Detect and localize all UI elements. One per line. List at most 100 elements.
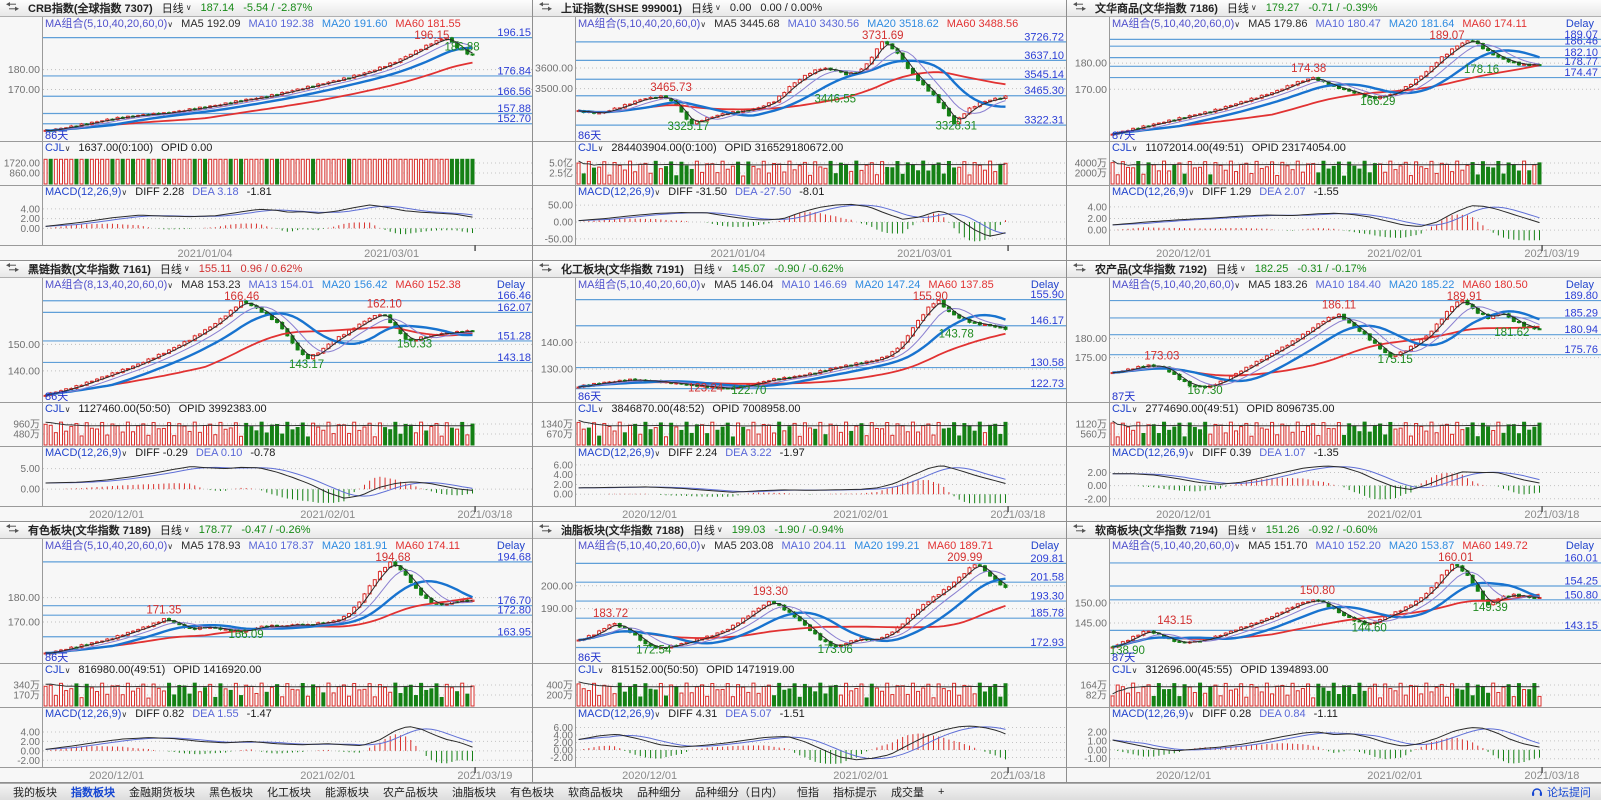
panel-title: CRB指数(全球指数 7307) bbox=[28, 3, 153, 15]
panel-link-icon bbox=[539, 263, 552, 275]
candlestick-chart[interactable]: 180.00 175.00 189.80 185.29 180.94 175.76 189.… bbox=[1067, 278, 1601, 522]
taskbar-tab-16[interactable]: + bbox=[938, 786, 945, 798]
macd-dropdown[interactable]: MACD(12,26,9)∨ bbox=[578, 707, 660, 721]
cjl-dropdown[interactable]: CJL∨ bbox=[45, 141, 70, 155]
taskbar-tab-6[interactable]: 能源板块 bbox=[325, 787, 369, 799]
period-dropdown[interactable]: 日线 ∨ bbox=[693, 522, 723, 538]
period-dropdown[interactable]: 日线 ∨ bbox=[691, 0, 721, 16]
ma-value: MA60 174.11 bbox=[395, 540, 460, 552]
candlestick-chart[interactable]: 180.00 170.00 196.15 176.84 166.56 157.88152.… bbox=[0, 17, 533, 261]
svg-text:173.03: 173.03 bbox=[1144, 351, 1179, 363]
macd-dropdown[interactable]: MACD(12,26,9)∨ bbox=[578, 446, 660, 460]
taskbar-tab-14[interactable]: 指标提示 bbox=[833, 787, 877, 799]
cjl-dropdown[interactable]: CJL∨ bbox=[578, 141, 603, 155]
panel-chart-area: MA组合(5,10,40,20,60,0)∨ MA5 3445.68 MA10 34… bbox=[533, 17, 1067, 261]
ma-combo-dropdown[interactable]: MA组合(5,10,40,20,60,0)∨ bbox=[45, 17, 173, 31]
taskbar-tab-11[interactable]: 品种细分 bbox=[637, 787, 681, 799]
cjl-dropdown[interactable]: CJL∨ bbox=[1112, 141, 1137, 155]
period-dropdown[interactable]: 日线 ∨ bbox=[693, 261, 723, 277]
taskbar-tab-7[interactable]: 农产品板块 bbox=[383, 787, 438, 799]
macd-bar: -0.78 bbox=[250, 447, 276, 459]
taskbar-tab-15[interactable]: 成交量 bbox=[891, 787, 924, 799]
headset-icon bbox=[1531, 785, 1543, 800]
macd-info-row: MACD(12,26,9)∨ DIFF 0.82 DEA 1.55 -1.47 bbox=[45, 707, 529, 721]
macd-dropdown[interactable]: MACD(12,26,9)∨ bbox=[578, 185, 660, 199]
ma-combo-dropdown[interactable]: MA组合(5,10,40,20,60,0)∨ bbox=[578, 278, 706, 292]
period-dropdown[interactable]: 日线 ∨ bbox=[160, 261, 190, 277]
macd-dropdown[interactable]: MACD(12,26,9)∨ bbox=[45, 446, 127, 460]
svg-text:162.10: 162.10 bbox=[367, 298, 402, 310]
cjl-dropdown[interactable]: CJL∨ bbox=[1112, 402, 1137, 416]
svg-text:2.00: 2.00 bbox=[21, 214, 41, 225]
period-dropdown[interactable]: 日线 ∨ bbox=[1227, 522, 1257, 538]
panel-link-icon bbox=[539, 2, 552, 14]
taskbar-tab-8[interactable]: 油脂板块 bbox=[452, 787, 496, 799]
svg-text:175.15: 175.15 bbox=[1378, 354, 1413, 366]
svg-text:-2.00: -2.00 bbox=[17, 756, 40, 767]
cjl-label: CJL bbox=[1112, 664, 1132, 676]
svg-text:2021/02/01: 2021/02/01 bbox=[300, 770, 355, 782]
ma-value: MA20 181.64 bbox=[1388, 18, 1455, 30]
ma-combo-dropdown[interactable]: MA组合(5,10,40,20,60,0)∨ bbox=[45, 539, 173, 553]
cjl-dropdown[interactable]: CJL∨ bbox=[578, 663, 603, 677]
svg-text:2021/03/18: 2021/03/18 bbox=[990, 770, 1045, 782]
taskbar-tab-13[interactable]: 恒指 bbox=[797, 787, 819, 799]
svg-text:193.30: 193.30 bbox=[753, 586, 788, 598]
candlestick-chart[interactable]: 140.00 130.00 155.90 146.17 130.58 122.73 155.… bbox=[533, 278, 1067, 522]
taskbar-tab-4[interactable]: 黑色板块 bbox=[209, 787, 253, 799]
ma-value: MA10 152.20 bbox=[1315, 540, 1381, 552]
period-dropdown[interactable]: 日线 ∨ bbox=[1227, 0, 1257, 16]
cjl-dropdown[interactable]: CJL∨ bbox=[1112, 663, 1137, 677]
taskbar-tab-5[interactable]: 化工板块 bbox=[267, 787, 311, 799]
svg-text:860.00: 860.00 bbox=[9, 169, 40, 180]
ma-value: MA20 156.42 bbox=[321, 279, 388, 291]
forum-ask-button[interactable]: 论坛提问 bbox=[1531, 784, 1595, 800]
panel-chart-area: MA组合(5,10,40,20,60,0)∨ MA5 203.08 MA10 204… bbox=[533, 539, 1067, 783]
macd-dea: DEA 0.84 bbox=[1259, 708, 1306, 720]
taskbar-tab-1[interactable]: 我的板块 bbox=[13, 787, 57, 799]
cjl-dropdown[interactable]: CJL∨ bbox=[578, 402, 603, 416]
svg-text:2020/12/01: 2020/12/01 bbox=[622, 509, 677, 521]
cjl-dropdown[interactable]: CJL∨ bbox=[45, 402, 70, 416]
period-dropdown[interactable]: 日线 ∨ bbox=[1216, 261, 1246, 277]
svg-text:144.60: 144.60 bbox=[1352, 622, 1387, 634]
last-price: 182.25 bbox=[1254, 263, 1289, 275]
candlestick-chart[interactable]: 150.00140.00166.46162.07151.28143.18166.… bbox=[0, 278, 533, 522]
svg-text:2020/12/01: 2020/12/01 bbox=[89, 509, 144, 521]
taskbar-tab-2[interactable]: 指数板块 bbox=[71, 787, 115, 799]
svg-text:166.46: 166.46 bbox=[224, 291, 259, 303]
svg-text:2020/12/01: 2020/12/01 bbox=[622, 770, 677, 782]
cjl-label: CJL bbox=[1112, 403, 1132, 415]
ma-combo-dropdown[interactable]: MA组合(5,10,40,20,60,0)∨ bbox=[578, 539, 706, 553]
svg-text:176.84: 176.84 bbox=[497, 65, 531, 77]
svg-text:160.01: 160.01 bbox=[1564, 552, 1598, 564]
ma-combo-dropdown[interactable]: MA组合(5,10,40,20,60,0)∨ bbox=[578, 17, 706, 31]
candlestick-chart[interactable]: 200.00 190.00 209.81 201.58 193.30 185.78 172.… bbox=[533, 539, 1067, 783]
macd-dropdown[interactable]: MACD(12,26,9)∨ bbox=[1112, 707, 1194, 721]
candlestick-chart[interactable]: 3600.00 3500.00 3726.72 3637.10 3545.14 3465.… bbox=[533, 17, 1067, 261]
chevron-down-icon: ∨ bbox=[183, 525, 190, 534]
taskbar-tab-3[interactable]: 金融期货板块 bbox=[129, 787, 195, 799]
ma-combo-dropdown[interactable]: MA组合(8,13,40,20,60,0)∨ bbox=[45, 278, 173, 292]
ma-combo-dropdown[interactable]: MA组合(5,10,40,20,60,0)∨ bbox=[1112, 17, 1240, 31]
taskbar-tab-10[interactable]: 软商品板块 bbox=[568, 787, 623, 799]
candlestick-chart[interactable]: 150.00145.00160.01154.25150.80143.15160.… bbox=[1067, 539, 1601, 783]
ma-combo-dropdown[interactable]: MA组合(5,10,40,20,60,0)∨ bbox=[1112, 278, 1240, 292]
candlestick-chart[interactable]: 180.00170.00189.07186.46182.10178.77174.… bbox=[1067, 17, 1601, 261]
macd-dea: DEA -27.50 bbox=[734, 186, 792, 198]
cjl-dropdown[interactable]: CJL∨ bbox=[45, 663, 70, 677]
macd-dropdown[interactable]: MACD(12,26,9)∨ bbox=[1112, 446, 1194, 460]
chevron-down-icon: ∨ bbox=[64, 405, 71, 414]
macd-dropdown[interactable]: MACD(12,26,9)∨ bbox=[45, 185, 127, 199]
macd-dropdown[interactable]: MACD(12,26,9)∨ bbox=[1112, 185, 1194, 199]
macd-dropdown[interactable]: MACD(12,26,9)∨ bbox=[45, 707, 127, 721]
ma-combo-dropdown[interactable]: MA组合(5,10,40,20,60,0)∨ bbox=[1112, 539, 1240, 553]
svg-text:2020/12/01: 2020/12/01 bbox=[89, 770, 144, 782]
macd-dea: DEA 1.07 bbox=[1259, 447, 1306, 459]
svg-text:2.5亿: 2.5亿 bbox=[549, 167, 573, 180]
period-dropdown[interactable]: 日线 ∨ bbox=[160, 522, 190, 538]
taskbar-tab-12[interactable]: 品种细分（日内） bbox=[695, 787, 783, 799]
period-dropdown[interactable]: 日线 ∨ bbox=[162, 0, 192, 16]
taskbar-tab-9[interactable]: 有色板块 bbox=[510, 787, 554, 799]
